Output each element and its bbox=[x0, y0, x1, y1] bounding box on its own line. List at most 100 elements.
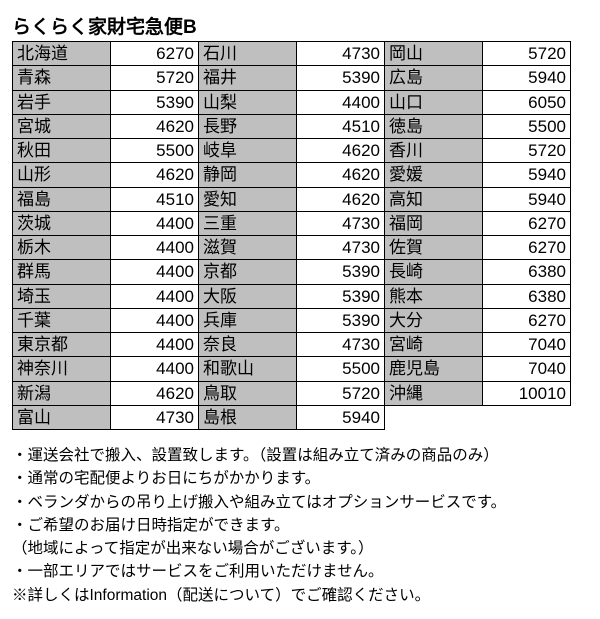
shipping-price-table: 北海道6270石川4730岡山5720青森5720福井5390広島5940岩手5… bbox=[12, 41, 571, 430]
price-cell: 6050 bbox=[483, 90, 571, 114]
price-cell: 4730 bbox=[297, 211, 385, 235]
price-cell: 6380 bbox=[483, 284, 571, 308]
prefecture-cell: 和歌山 bbox=[199, 357, 297, 381]
prefecture-cell: 鳥取 bbox=[199, 381, 297, 405]
price-cell: 4730 bbox=[297, 333, 385, 357]
prefecture-cell: 山形 bbox=[13, 163, 111, 187]
prefecture-cell: 岐阜 bbox=[199, 139, 297, 163]
prefecture-cell: 島根 bbox=[199, 405, 297, 429]
price-cell: 4400 bbox=[111, 284, 199, 308]
price-cell: 4620 bbox=[111, 163, 199, 187]
price-cell: 5720 bbox=[297, 381, 385, 405]
note-line: （地域によって指定が出来ない場合がございます。） bbox=[12, 537, 588, 560]
price-cell: 6270 bbox=[483, 236, 571, 260]
prefecture-cell: 福井 bbox=[199, 66, 297, 90]
price-cell: 4620 bbox=[111, 381, 199, 405]
price-cell: 4510 bbox=[111, 187, 199, 211]
note-line: ※詳しくはInformation（配送について）でご確認ください。 bbox=[12, 584, 588, 607]
price-cell: 6270 bbox=[483, 211, 571, 235]
prefecture-cell: 兵庫 bbox=[199, 308, 297, 332]
prefecture-cell: 千葉 bbox=[13, 308, 111, 332]
price-cell: 5940 bbox=[483, 187, 571, 211]
prefecture-cell: 愛知 bbox=[199, 187, 297, 211]
note-line: ・ベランダからの吊り上げ搬入や組み立てはオプションサービスです。 bbox=[12, 491, 588, 514]
price-cell: 6380 bbox=[483, 260, 571, 284]
prefecture-cell: 三重 bbox=[199, 211, 297, 235]
price-cell: 5720 bbox=[483, 42, 571, 66]
price-cell: 4620 bbox=[297, 139, 385, 163]
prefecture-cell: 奈良 bbox=[199, 333, 297, 357]
price-cell: 5940 bbox=[483, 163, 571, 187]
price-cell: 7040 bbox=[483, 333, 571, 357]
prefecture-cell: 大分 bbox=[385, 308, 483, 332]
price-cell: 4400 bbox=[297, 90, 385, 114]
prefecture-cell: 福岡 bbox=[385, 211, 483, 235]
price-cell: 4510 bbox=[297, 114, 385, 138]
price-cell: 4400 bbox=[111, 211, 199, 235]
prefecture-cell: 愛媛 bbox=[385, 163, 483, 187]
price-cell: 4400 bbox=[111, 308, 199, 332]
prefecture-cell: 福島 bbox=[13, 187, 111, 211]
price-cell: 6270 bbox=[111, 42, 199, 66]
notes-section: ・運送会社で搬入、設置致します。（設置は組み立て済みの商品のみ）・通常の宅配便よ… bbox=[12, 444, 588, 607]
prefecture-cell: 秋田 bbox=[13, 139, 111, 163]
prefecture-cell: 広島 bbox=[385, 66, 483, 90]
price-cell: 5500 bbox=[111, 139, 199, 163]
price-cell: 4400 bbox=[111, 357, 199, 381]
page-title: らくらく家財宅急便B bbox=[12, 12, 588, 39]
price-cell: 4730 bbox=[111, 405, 199, 429]
prefecture-cell: 茨城 bbox=[13, 211, 111, 235]
prefecture-cell: 東京都 bbox=[13, 333, 111, 357]
price-cell: 5940 bbox=[483, 66, 571, 90]
price-cell: 4400 bbox=[111, 260, 199, 284]
prefecture-cell: 岡山 bbox=[385, 42, 483, 66]
prefecture-cell: 宮崎 bbox=[385, 333, 483, 357]
price-cell: 4620 bbox=[297, 187, 385, 211]
prefecture-cell: 山口 bbox=[385, 90, 483, 114]
prefecture-cell: 静岡 bbox=[199, 163, 297, 187]
prefecture-cell: 新潟 bbox=[13, 381, 111, 405]
price-cell: 6270 bbox=[483, 308, 571, 332]
prefecture-cell: 宮城 bbox=[13, 114, 111, 138]
prefecture-cell: 熊本 bbox=[385, 284, 483, 308]
prefecture-cell: 高知 bbox=[385, 187, 483, 211]
note-line: ・運送会社で搬入、設置致します。（設置は組み立て済みの商品のみ） bbox=[12, 444, 588, 467]
price-cell: 10010 bbox=[483, 381, 571, 405]
prefecture-cell: 岩手 bbox=[13, 90, 111, 114]
price-cell: 5500 bbox=[483, 114, 571, 138]
price-cell: 5390 bbox=[111, 90, 199, 114]
price-cell: 5500 bbox=[297, 357, 385, 381]
price-cell: 4400 bbox=[111, 236, 199, 260]
empty-cell bbox=[385, 405, 483, 429]
note-line: ・通常の宅配便よりお日にちがかかります。 bbox=[12, 467, 588, 490]
prefecture-cell: 埼玉 bbox=[13, 284, 111, 308]
price-cell: 5720 bbox=[111, 66, 199, 90]
price-cell: 4400 bbox=[111, 333, 199, 357]
prefecture-cell: 京都 bbox=[199, 260, 297, 284]
prefecture-cell: 滋賀 bbox=[199, 236, 297, 260]
prefecture-cell: 長崎 bbox=[385, 260, 483, 284]
price-cell: 5940 bbox=[297, 405, 385, 429]
price-cell: 5390 bbox=[297, 66, 385, 90]
note-line: ・一部エリアではサービスをご利用いただけません。 bbox=[12, 560, 588, 583]
prefecture-cell: 群馬 bbox=[13, 260, 111, 284]
prefecture-cell: 長野 bbox=[199, 114, 297, 138]
prefecture-cell: 山梨 bbox=[199, 90, 297, 114]
prefecture-cell: 富山 bbox=[13, 405, 111, 429]
price-cell: 5390 bbox=[297, 284, 385, 308]
empty-cell bbox=[483, 405, 571, 429]
prefecture-cell: 鹿児島 bbox=[385, 357, 483, 381]
price-cell: 4730 bbox=[297, 236, 385, 260]
price-cell: 4620 bbox=[111, 114, 199, 138]
prefecture-cell: 佐賀 bbox=[385, 236, 483, 260]
price-cell: 5720 bbox=[483, 139, 571, 163]
prefecture-cell: 栃木 bbox=[13, 236, 111, 260]
prefecture-cell: 香川 bbox=[385, 139, 483, 163]
price-cell: 5390 bbox=[297, 260, 385, 284]
price-cell: 7040 bbox=[483, 357, 571, 381]
prefecture-cell: 大阪 bbox=[199, 284, 297, 308]
prefecture-cell: 石川 bbox=[199, 42, 297, 66]
prefecture-cell: 北海道 bbox=[13, 42, 111, 66]
prefecture-cell: 青森 bbox=[13, 66, 111, 90]
price-cell: 4730 bbox=[297, 42, 385, 66]
